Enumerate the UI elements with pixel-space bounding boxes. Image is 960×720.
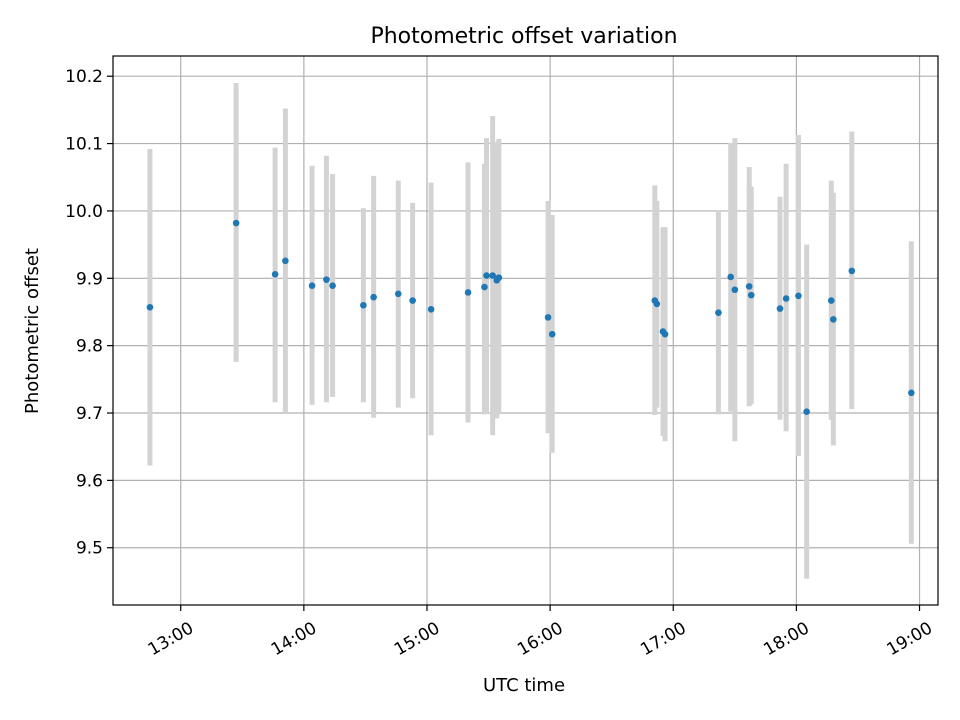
x-tick-label: 15:00 xyxy=(391,618,443,660)
chart-title: Photometric offset variation xyxy=(370,24,677,49)
y-tick-label: 9.8 xyxy=(76,337,103,357)
x-tick-label: 13:00 xyxy=(145,618,197,660)
data-point xyxy=(827,297,835,304)
data-point xyxy=(282,257,289,265)
y-tick-label: 9.7 xyxy=(76,404,103,424)
y-tick-label: 10.2 xyxy=(65,67,103,87)
data-point xyxy=(908,389,915,397)
data-point xyxy=(360,301,367,309)
x-axis-label: UTC time xyxy=(483,675,565,696)
x-tick-label: 16:00 xyxy=(514,618,566,660)
data-point xyxy=(489,272,496,279)
y-axis-ticks: 9.5 9.6 9.7 9.8 9.9 10.0 10.1 10.2 xyxy=(65,67,113,559)
data-point xyxy=(323,276,330,283)
data-point xyxy=(544,314,552,321)
data-point xyxy=(464,289,472,296)
data-point xyxy=(782,295,790,302)
plot-frame xyxy=(112,55,939,606)
data-point xyxy=(495,274,503,281)
x-axis-ticks: 13:00 14:00 15:00 16:00 17:00 18:00 19:00 xyxy=(145,605,936,660)
error-bars xyxy=(147,82,914,579)
data-point xyxy=(830,316,837,323)
data-point xyxy=(747,291,755,299)
data-point xyxy=(715,309,722,316)
data-point xyxy=(727,273,735,281)
data-point xyxy=(661,330,669,338)
x-tick-label: 18:00 xyxy=(760,618,812,660)
data-point xyxy=(308,282,316,290)
data-point xyxy=(653,300,661,308)
data-point xyxy=(232,219,240,227)
x-tick-label: 14:00 xyxy=(268,618,320,660)
data-point xyxy=(427,305,435,313)
data-point xyxy=(548,330,556,338)
data-point xyxy=(731,286,739,294)
data-point xyxy=(795,292,802,300)
data-point xyxy=(803,408,810,415)
y-tick-label: 10.1 xyxy=(65,135,103,155)
y-tick-label: 9.9 xyxy=(76,269,103,289)
data-point xyxy=(394,290,402,298)
y-axis-label: Photometric offset xyxy=(22,248,43,414)
data-point xyxy=(409,297,416,304)
y-tick-label: 9.5 xyxy=(76,539,103,559)
data-point xyxy=(483,272,490,279)
data-point xyxy=(481,283,488,291)
data-point xyxy=(370,293,377,301)
data-point xyxy=(745,283,753,290)
x-tick-label: 17:00 xyxy=(637,618,689,660)
y-tick-label: 9.6 xyxy=(76,471,103,491)
data-points xyxy=(146,219,915,415)
x-tick-label: 19:00 xyxy=(884,618,936,660)
y-tick-label: 10.0 xyxy=(65,202,103,222)
data-point xyxy=(848,267,856,275)
data-point xyxy=(776,305,784,312)
data-point xyxy=(146,303,154,311)
data-point xyxy=(271,270,279,278)
data-point xyxy=(329,282,336,290)
